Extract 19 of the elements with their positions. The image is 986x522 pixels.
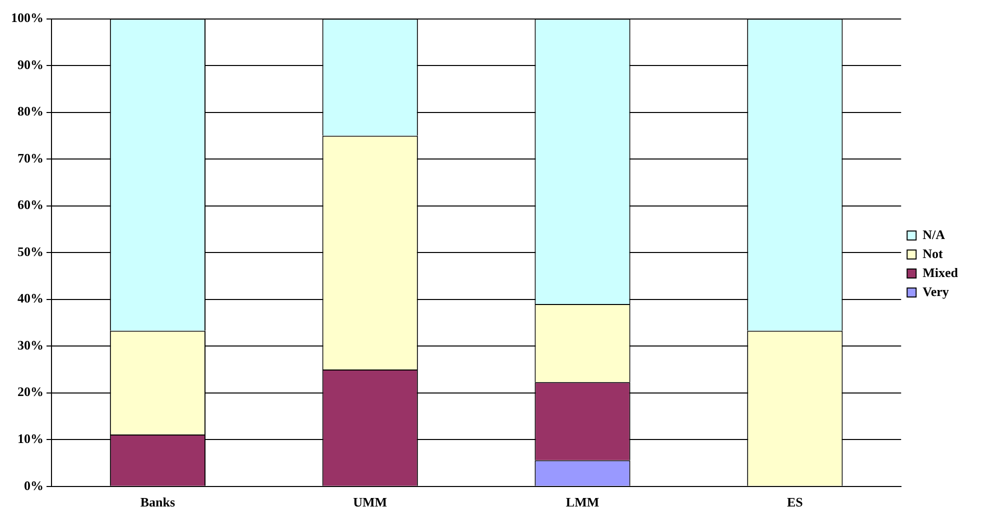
y-tick-label: 100% [11,10,44,26]
x-tick-label: UMM [353,494,388,510]
legend-label: Mixed [922,264,959,280]
x-tick-label: ES [786,494,803,510]
legend-label: Very [922,284,950,299]
y-tick-label: 90% [18,56,44,72]
y-tick-label: 60% [18,197,44,212]
legend-label: Not [922,246,944,261]
y-tick-label: 30% [18,337,44,352]
y-tick-label: 40% [18,290,44,306]
x-tick-label: Banks [140,494,176,510]
y-tick-label: 10% [18,431,44,446]
y-tick-label: 50% [18,244,44,259]
y-tick-label: 80% [18,104,44,119]
y-tick-label: 20% [18,384,44,400]
y-tick-label: 0% [24,478,44,493]
x-tick-label: LMM [566,494,600,510]
y-tick-label: 70% [18,150,44,166]
legend-label: N/A [922,226,946,242]
